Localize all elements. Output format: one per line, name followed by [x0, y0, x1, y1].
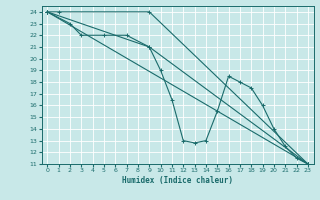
X-axis label: Humidex (Indice chaleur): Humidex (Indice chaleur) [122, 176, 233, 185]
